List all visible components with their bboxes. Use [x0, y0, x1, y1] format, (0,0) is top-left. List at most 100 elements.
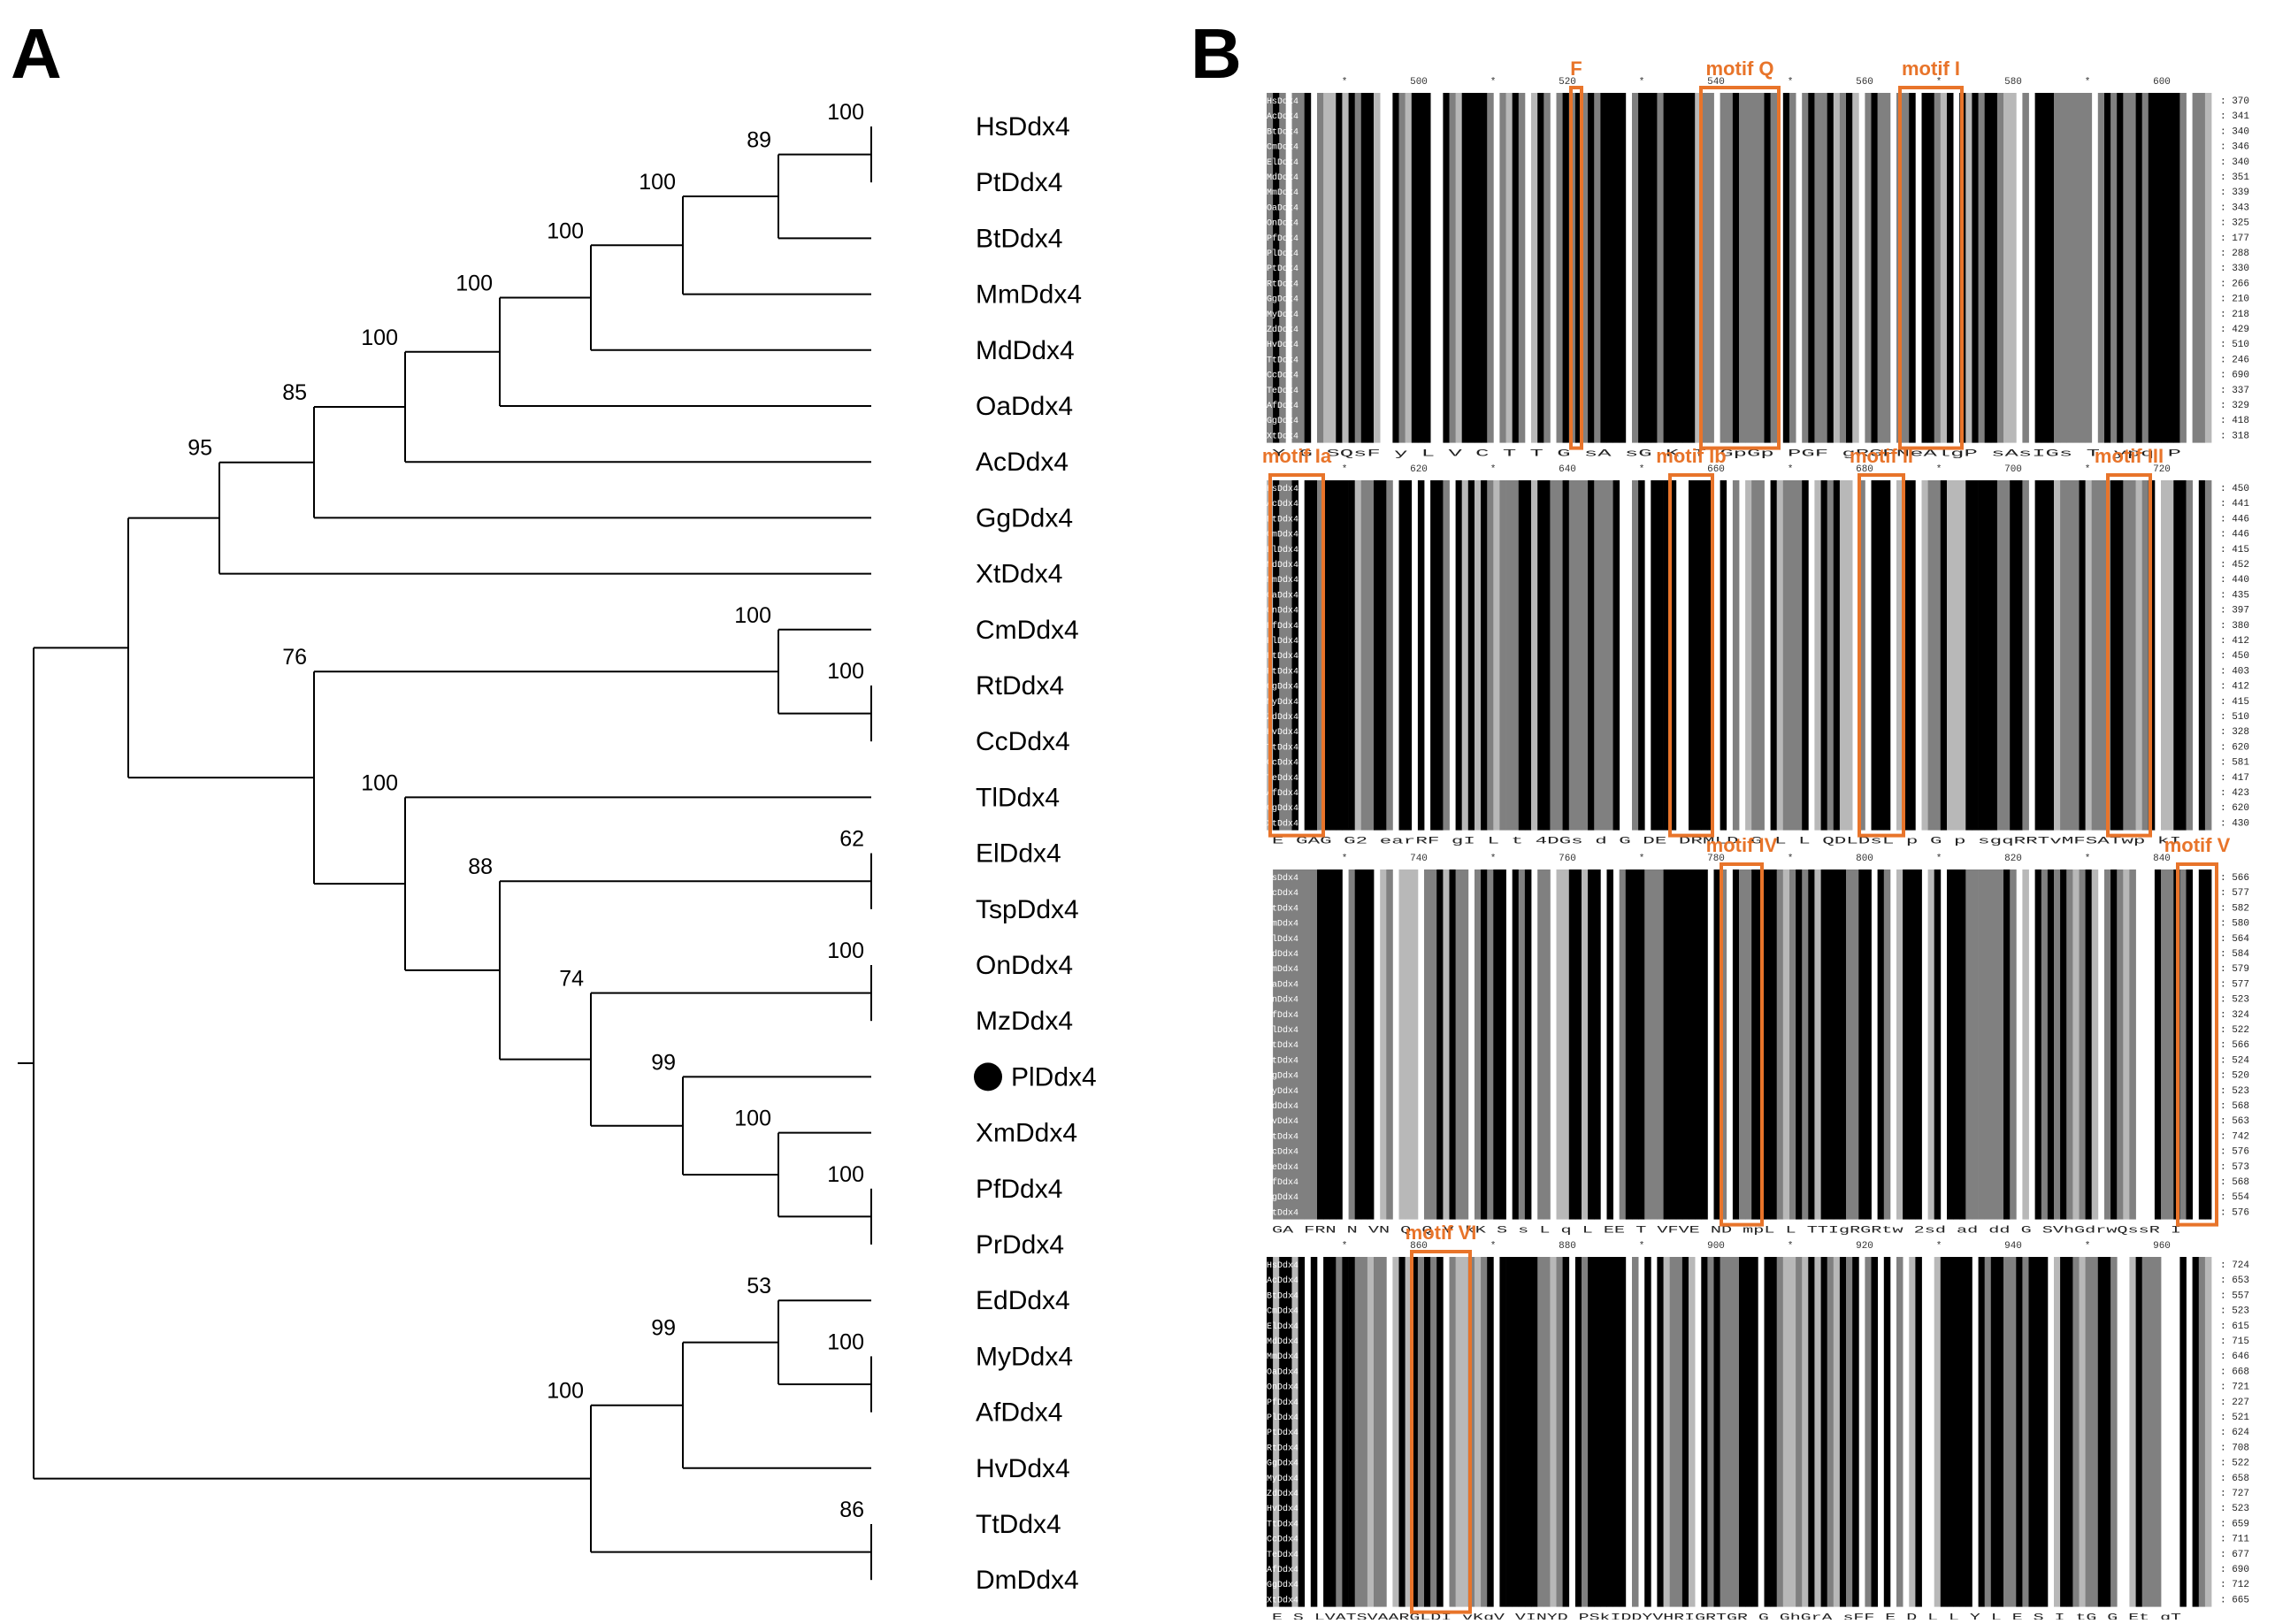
- alignment-seq-name: TtDdx4: [1267, 1131, 1298, 1142]
- alignment-seq-name: AcDdx4: [1267, 1275, 1298, 1286]
- alignment-column: [1732, 869, 1740, 1220]
- alignment-seq-name: PlDdx4: [1267, 636, 1298, 647]
- alignment-column: [1487, 480, 1494, 831]
- alignment-column: [1720, 869, 1727, 1220]
- alignment-column: [2079, 1257, 2086, 1607]
- alignment-column: [1782, 93, 1790, 443]
- alignment-column: [2179, 93, 2187, 443]
- taxon-label: PlDdx4: [1011, 1062, 1097, 1092]
- alignment-column: [2054, 93, 2061, 443]
- alignment-column: [2016, 1257, 2023, 1607]
- alignment-column: [1953, 480, 1960, 831]
- alignment-column: [1947, 869, 1954, 1220]
- alignment-column: [1681, 93, 1689, 443]
- alignment-column: [2198, 869, 2206, 1220]
- alignment-column: [1802, 1257, 1809, 1607]
- alignment-column: [1669, 1257, 1677, 1607]
- alignment-column: [1669, 93, 1677, 443]
- alignment-column: [1317, 869, 1324, 1220]
- alignment-column: [2066, 480, 2073, 831]
- alignment-end-number: : 266: [2220, 279, 2249, 289]
- alignment-column: [1909, 480, 1916, 831]
- alignment-column: [1342, 93, 1349, 443]
- alignment-column: [1475, 869, 1482, 1220]
- alignment-column: [2123, 869, 2130, 1220]
- alignment-column: [1336, 1257, 1343, 1607]
- taxon-label: DmDdx4: [976, 1566, 1079, 1595]
- taxon-label: ElDdx4: [976, 839, 1061, 869]
- alignment-column: [1543, 93, 1551, 443]
- alignment-column: [1701, 480, 1708, 831]
- alignment-column: [1852, 869, 1859, 1220]
- alignment-end-number: : 620: [2220, 742, 2249, 753]
- alignment-column: [1543, 480, 1551, 831]
- alignment-column: [1475, 93, 1482, 443]
- alignment-column: [1701, 869, 1708, 1220]
- alignment-column: [1374, 480, 1381, 831]
- taxon-label: MdDdx4: [976, 336, 1075, 365]
- alignment-column: [2054, 1257, 2061, 1607]
- alignment-column: [1443, 869, 1450, 1220]
- alignment-tick: 560: [1856, 77, 1873, 88]
- alignment-column: [1518, 1257, 1526, 1607]
- alignment-column: [1348, 93, 1356, 443]
- alignment-column: [1877, 93, 1885, 443]
- alignment-column: [2173, 480, 2180, 831]
- alignment-column: [2060, 1257, 2067, 1607]
- alignment-column: [2161, 480, 2168, 831]
- alignment-tick: 920: [1856, 1241, 1873, 1252]
- alignment-column: [1915, 1257, 1922, 1607]
- alignment-column: [1663, 869, 1671, 1220]
- alignment-column: [1531, 480, 1538, 831]
- alignment-end-number: : 339: [2220, 188, 2249, 198]
- alignment-column: [2022, 93, 2029, 443]
- alignment-column: [1632, 869, 1639, 1220]
- alignment-end-number: : 341: [2220, 111, 2249, 122]
- alignment-column: [2123, 480, 2130, 831]
- alignment-seq-name: OaDdx4: [1267, 1367, 1298, 1377]
- alignment-column: [1317, 480, 1324, 831]
- alignment-consensus: Y G SQsF y L V C T T G sA sG K T GpGp PG…: [1272, 449, 2182, 460]
- motif-label: motif Ib: [1656, 445, 1726, 467]
- alignment-column: [1758, 480, 1765, 831]
- alignment-seq-name: OaDdx4: [1267, 203, 1298, 213]
- alignment-seq-name: PlDdx4: [1267, 1025, 1298, 1036]
- alignment-column: [1796, 869, 1803, 1220]
- taxon-label: PfDdx4: [976, 1175, 1062, 1204]
- alignment-column: [1820, 869, 1828, 1220]
- alignment-column: [1814, 1257, 1821, 1607]
- alignment-column: [1776, 1257, 1784, 1607]
- alignment-column: [1651, 869, 1658, 1220]
- alignment-column: [1531, 1257, 1538, 1607]
- alignment-column: [1449, 1257, 1456, 1607]
- alignment-column: [1782, 1257, 1790, 1607]
- alignment-column: [2003, 1257, 2011, 1607]
- alignment-end-number: : 441: [2220, 499, 2249, 509]
- alignment-column: [1279, 93, 1286, 443]
- alignment-column: [1398, 869, 1406, 1220]
- alignment-column: [1273, 480, 1280, 831]
- alignment-column: [2097, 1257, 2105, 1607]
- alignment-column: [1927, 480, 1935, 831]
- motif-label: motif Q: [1706, 57, 1774, 80]
- taxon-label: RtDdx4: [976, 671, 1064, 701]
- alignment-consensus: E S LVATSVAARGLDI vKgV VINYD PSkIDDYVHRI…: [1272, 1613, 2182, 1620]
- alignment-end-number: : 510: [2220, 712, 2249, 723]
- alignment-seq-name: ZdDdx4: [1267, 325, 1298, 335]
- alignment-column: [1934, 93, 1942, 443]
- alignment-end-number: : 340: [2220, 126, 2249, 137]
- alignment-column: [1574, 480, 1582, 831]
- alignment-column: [2060, 93, 2067, 443]
- alignment-column: [1291, 93, 1298, 443]
- alignment-column: [1430, 869, 1437, 1220]
- alignment-column: [2192, 1257, 2200, 1607]
- taxon-label: CmDdx4: [976, 616, 1079, 645]
- motif-box: [1699, 86, 1781, 450]
- alignment-column: [1846, 480, 1853, 831]
- alignment-column: [1871, 480, 1878, 831]
- alignment-column: [2129, 869, 2136, 1220]
- alignment-column: [1380, 480, 1387, 831]
- alignment-column: [1424, 869, 1431, 1220]
- alignment-column: [1568, 480, 1576, 831]
- alignment-column: [1386, 480, 1393, 831]
